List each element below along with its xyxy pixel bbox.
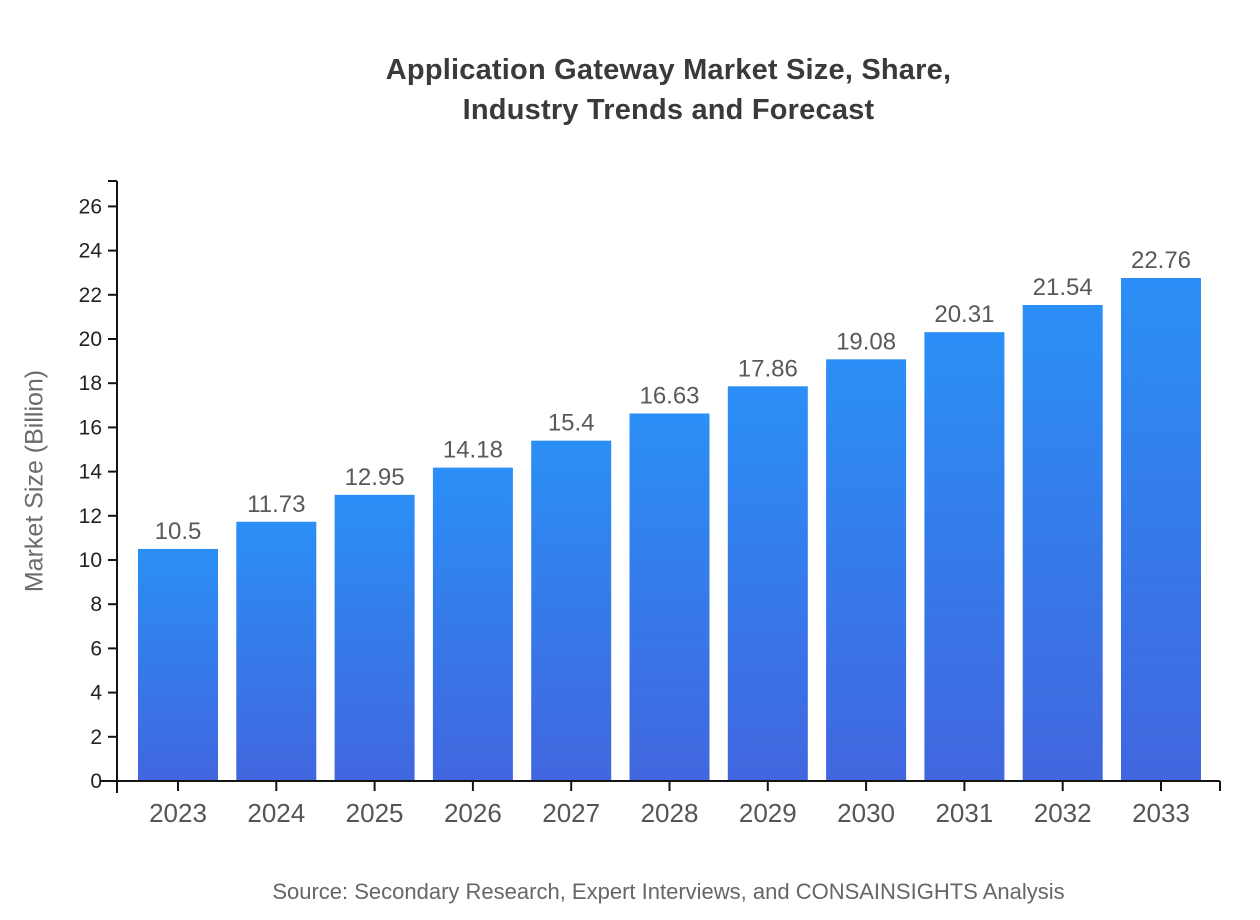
y-tick-label: 8: [90, 593, 102, 616]
bar-value-label: 19.08: [836, 328, 896, 355]
bar-value-label: 22.76: [1131, 247, 1191, 274]
x-tick-label: 2033: [1132, 798, 1190, 828]
bar-value-label: 14.18: [443, 437, 503, 464]
bar-value-label: 10.5: [155, 518, 202, 545]
bar: [629, 413, 710, 781]
y-tick-label: 18: [79, 372, 102, 395]
bar: [1022, 304, 1103, 781]
bar-value-label: 21.54: [1033, 274, 1093, 301]
x-tick-label: 2028: [641, 798, 699, 828]
y-tick-label: 20: [79, 328, 102, 351]
y-tick-label: 4: [90, 682, 102, 705]
bar-value-label: 15.4: [548, 410, 595, 437]
bar: [432, 467, 513, 781]
bar: [236, 521, 317, 781]
bar-value-label: 12.95: [345, 464, 405, 491]
bar: [1121, 278, 1201, 781]
bar: [727, 386, 808, 781]
chart-title: Application Gateway Market Size, Share, …: [117, 50, 1220, 130]
bar: [334, 494, 415, 781]
x-tick-label: 2029: [739, 798, 797, 828]
y-tick-label: 26: [79, 195, 102, 218]
y-tick-label: 0: [90, 770, 102, 793]
bar: [924, 332, 1005, 781]
bar: [826, 359, 907, 781]
x-tick-label: 2031: [935, 798, 993, 828]
bar-value-label: 20.31: [934, 301, 994, 328]
x-tick-label: 2030: [837, 798, 895, 828]
x-tick-label: 2027: [542, 798, 600, 828]
x-tick-label: 2024: [247, 798, 305, 828]
x-tick-label: 2023: [149, 798, 207, 828]
bar: [531, 440, 612, 781]
y-tick-label: 6: [90, 637, 102, 660]
chart-title-line1: Application Gateway Market Size, Share,: [385, 54, 952, 86]
y-tick-label: 16: [79, 416, 102, 439]
bar-value-label: 11.73: [247, 491, 305, 518]
y-tick-label: 10: [79, 549, 102, 572]
bar-value-label: 16.63: [639, 382, 699, 409]
chart-title-line2: Industry Trends and Forecast: [462, 94, 875, 126]
bar: [138, 548, 218, 781]
y-tick-label: 2: [90, 726, 102, 749]
y-tick-label: 22: [79, 284, 102, 307]
bar-value-label: 17.86: [738, 355, 798, 382]
y-tick-label: 14: [79, 461, 103, 484]
x-tick-label: 2025: [346, 798, 404, 828]
y-tick-label: 12: [79, 505, 102, 528]
x-tick-label: 2032: [1034, 798, 1092, 828]
source-note: Source: Secondary Research, Expert Inter…: [272, 879, 1065, 904]
y-tick-label: 24: [79, 240, 103, 263]
x-tick-label: 2026: [444, 798, 502, 828]
